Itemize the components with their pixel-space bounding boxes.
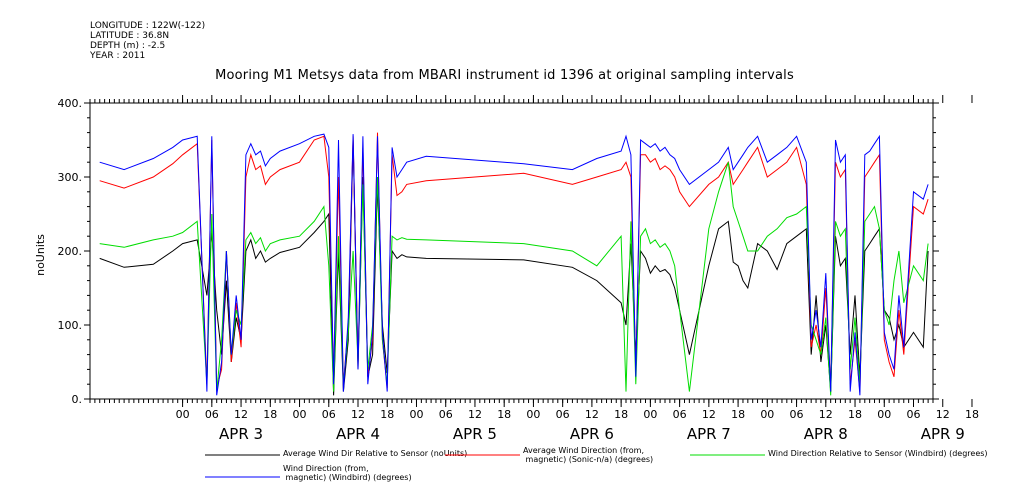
x-tick-label: 06	[205, 408, 219, 421]
ticks-layer: 0. 100. 200. 300. 400. 00 06 12 18 00 06 12 18 00 06 12…	[58, 95, 979, 443]
x-tick-label: 18	[263, 408, 277, 421]
x-tick-label: 18	[380, 408, 394, 421]
legend-label-3: Wind Direction Relative to Sensor (Windb…	[768, 449, 988, 458]
x-day-label: APR 6	[570, 425, 614, 443]
y-tick-label: 100.	[58, 319, 83, 332]
x-tick-label: 18	[848, 408, 862, 421]
x-tick-label: 06	[439, 408, 453, 421]
y-tick-label: 0.	[72, 393, 83, 406]
series-line-2	[99, 132, 929, 392]
legend-label-line: magnetic) (Sonic-n/a) (degrees)	[523, 455, 653, 464]
legend-label-line: Average Wind Dir Relative to Sensor (noU…	[283, 449, 467, 458]
x-tick-label: 06	[907, 408, 921, 421]
x-tick-label: 00	[643, 408, 657, 421]
x-day-label: APR 4	[336, 425, 380, 443]
latitude-label: LATITUDE : 36.8N	[90, 31, 170, 41]
series-line-3	[99, 162, 929, 396]
x-tick-label: 18	[497, 408, 511, 421]
year-label: YEAR : 2011	[90, 51, 146, 61]
x-day-label: APR 8	[804, 425, 848, 443]
legend-label-4: Wind Direction (from, magnetic) (Windbir…	[283, 464, 412, 482]
metadata-block: LONGITUDE : 122W(-122) LATITUDE : 36.8N …	[90, 21, 205, 61]
y-tick-label: 400.	[58, 97, 83, 110]
legend-label-1: Average Wind Dir Relative to Sensor (noU…	[283, 449, 467, 458]
depth-label: DEPTH (m) : -2.5	[90, 41, 166, 51]
legend: Average Wind Dir Relative to Sensor (noU…	[205, 446, 988, 482]
x-tick-label: 00	[176, 408, 190, 421]
x-tick-label: 12	[351, 408, 365, 421]
x-tick-label: 18	[731, 408, 745, 421]
longitude-label: LONGITUDE : 122W(-122)	[90, 21, 206, 31]
series-layer	[99, 132, 929, 396]
x-day-label: APR 7	[687, 425, 731, 443]
y-tick-label: 200.	[58, 245, 83, 258]
y-axis-label: noUnits	[34, 234, 47, 276]
x-tick-label: 06	[322, 408, 336, 421]
x-tick-label: 12	[819, 408, 833, 421]
series-line-4	[99, 133, 929, 396]
x-tick-label: 18	[614, 408, 628, 421]
x-tick-label: 06	[673, 408, 687, 421]
legend-label-line: Wind Direction (from,	[283, 464, 369, 473]
x-tick-label: 06	[790, 408, 804, 421]
legend-label-line: magnetic) (Windbird) (degrees)	[283, 473, 412, 482]
chart-title: Mooring M1 Metsys data from MBARI instru…	[215, 68, 794, 83]
x-tick-label: 12	[585, 408, 599, 421]
x-day-label: APR 9	[921, 425, 965, 443]
legend-label-2: Average Wind Direction (from, magnetic) …	[523, 446, 653, 464]
x-tick-label: 18	[965, 408, 979, 421]
legend-label-line: Average Wind Direction (from,	[523, 446, 644, 455]
legend-label-line: Wind Direction Relative to Sensor (Windb…	[768, 449, 988, 458]
x-tick-label: 00	[526, 408, 540, 421]
x-day-label: APR 3	[219, 425, 263, 443]
x-tick-label: 00	[760, 408, 774, 421]
series-line-1	[99, 139, 929, 396]
y-tick-label: 300.	[58, 171, 83, 184]
x-tick-label: 12	[234, 408, 248, 421]
x-tick-label: 06	[556, 408, 570, 421]
x-tick-label: 00	[293, 408, 307, 421]
x-tick-label: 12	[702, 408, 716, 421]
x-day-label: APR 5	[453, 425, 497, 443]
x-tick-label: 12	[468, 408, 482, 421]
x-tick-label: 12	[936, 408, 950, 421]
x-tick-label: 00	[877, 408, 891, 421]
x-tick-label: 00	[409, 408, 423, 421]
